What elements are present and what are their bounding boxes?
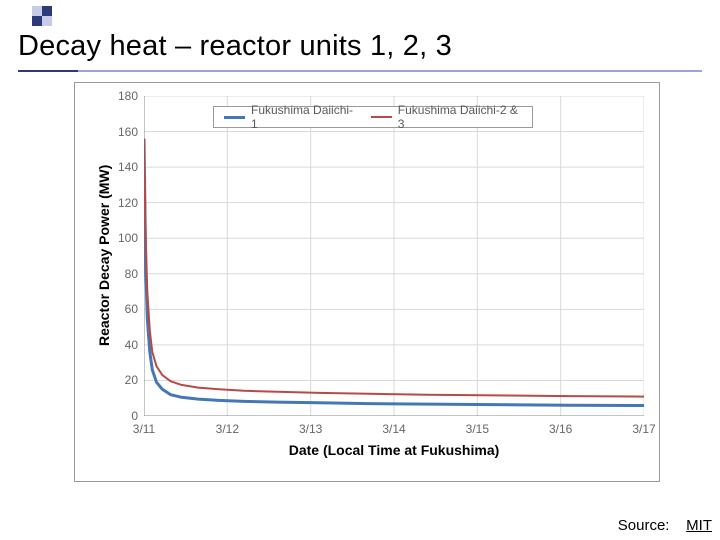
legend-swatch <box>371 116 392 118</box>
decor-square <box>42 6 52 16</box>
x-tick-label: 3/11 <box>133 422 155 436</box>
source-value: MIT <box>686 517 712 534</box>
x-tick-label: 3/14 <box>382 422 405 436</box>
source-attribution: Source: MIT <box>618 517 712 534</box>
legend-swatch <box>224 116 245 119</box>
underline-light <box>78 70 702 72</box>
x-tick-label: 3/13 <box>299 422 322 436</box>
y-tick-label: 180 <box>108 89 138 103</box>
source-label: Source: <box>618 517 670 534</box>
y-tick-label: 120 <box>108 196 138 210</box>
legend-item: Fukushima Daiichi-1 <box>224 103 355 131</box>
x-tick-label: 3/17 <box>632 422 655 436</box>
y-tick-label: 100 <box>108 231 138 245</box>
chart-svg <box>144 96 644 416</box>
chart-plot-area <box>144 96 644 416</box>
y-tick-label: 140 <box>108 160 138 174</box>
decay-heat-chart: Fukushima Daiichi-1 Fukushima Daiichi-2 &… <box>68 82 666 490</box>
legend-label: Fukushima Daiichi-1 <box>251 103 355 131</box>
y-tick-label: 60 <box>108 302 138 316</box>
decor-square <box>32 6 42 16</box>
chart-legend: Fukushima Daiichi-1 Fukushima Daiichi-2 &… <box>213 106 533 128</box>
slide-title-text: Decay heat – reactor units 1, 2, 3 <box>18 30 452 62</box>
y-tick-label: 20 <box>108 373 138 387</box>
decor-square <box>42 16 52 26</box>
y-axis-title: Reactor Decay Power (MW) <box>96 164 112 345</box>
y-tick-label: 160 <box>108 125 138 139</box>
slide-title-underline <box>18 70 702 72</box>
x-axis-title: Date (Local Time at Fukushima) <box>144 442 644 458</box>
underline-dark <box>18 70 78 72</box>
x-tick-label: 3/12 <box>216 422 239 436</box>
legend-label: Fukushima Daiichi-2 & 3 <box>398 103 522 131</box>
slide-corner-decor <box>32 6 54 28</box>
legend-item: Fukushima Daiichi-2 & 3 <box>371 103 522 131</box>
y-tick-label: 40 <box>108 338 138 352</box>
x-tick-label: 3/15 <box>466 422 489 436</box>
y-tick-label: 80 <box>108 267 138 281</box>
x-tick-label: 3/16 <box>549 422 572 436</box>
decor-square <box>32 16 42 26</box>
y-tick-label: 0 <box>108 409 138 423</box>
slide-title: Decay heat – reactor units 1, 2, 3 <box>18 30 702 63</box>
